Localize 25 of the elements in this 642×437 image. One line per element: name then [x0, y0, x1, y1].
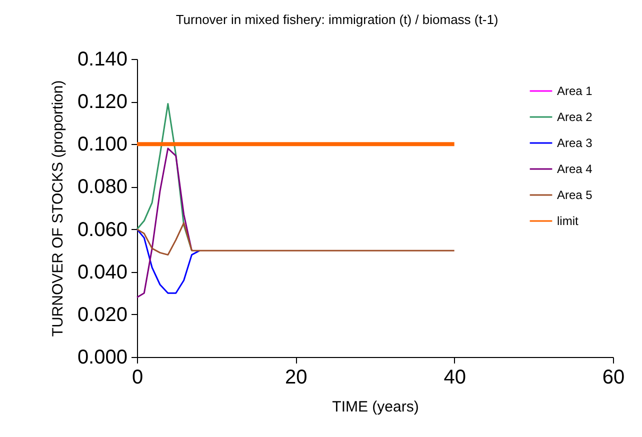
legend-label: Area 4 — [557, 162, 593, 176]
line-series — [136, 228, 200, 294]
y-tick-label: 0.040 — [77, 261, 128, 284]
legend-label: Area 2 — [557, 110, 593, 124]
line-series — [136, 102, 192, 252]
legend-label: Area 3 — [557, 136, 593, 150]
y-tick-label: 0.140 — [77, 48, 128, 70]
y-tick-label: 0.060 — [77, 218, 128, 241]
line-series — [136, 222, 456, 256]
x-tick-label: 40 — [444, 366, 466, 388]
y-tick-label: 0.080 — [77, 176, 128, 198]
line-series — [136, 148, 192, 298]
legend-label: Area 5 — [557, 188, 593, 202]
chart-title: Turnover in mixed fishery: immigration (t) / biomass (t-1) — [176, 12, 498, 27]
y-tick-label: 0.020 — [77, 304, 128, 326]
y-tick-label: 0.120 — [77, 91, 128, 114]
y-tick-label: 0.000 — [77, 346, 128, 368]
legend-label: Area 1 — [557, 84, 593, 98]
x-tick-label: 60 — [602, 366, 625, 388]
legend-label: limit — [557, 214, 579, 228]
x-tick-label: 0 — [132, 366, 144, 388]
x-axis-title: TIME (years) — [332, 398, 419, 416]
y-tick-label: 0.100 — [77, 134, 128, 156]
y-axis-title: TURNOVER OF STOCKS (proportion) — [49, 80, 66, 337]
x-tick-label: 20 — [285, 366, 308, 388]
